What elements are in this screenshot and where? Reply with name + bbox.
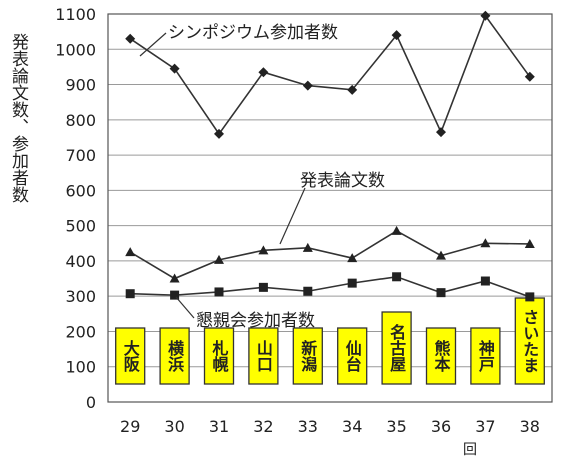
data-point xyxy=(524,71,535,82)
x-tick-label: 33 xyxy=(298,417,318,436)
venue-label: 大阪 xyxy=(121,339,140,373)
data-point xyxy=(347,84,358,95)
data-point xyxy=(524,238,535,248)
y-tick-label: 200 xyxy=(65,322,96,341)
data-point xyxy=(169,273,180,283)
y-tick-label: 900 xyxy=(65,76,96,95)
data-point xyxy=(170,290,180,300)
grid-layer xyxy=(108,48,552,368)
y-axis-label: 発表論文数、参加者数 xyxy=(8,33,29,203)
data-point xyxy=(347,253,358,263)
venue-box xyxy=(337,327,368,385)
venue-label: 神戸 xyxy=(476,339,495,373)
x-tick-label: 30 xyxy=(164,417,184,436)
series-line xyxy=(130,275,531,298)
venue-label: さいたま xyxy=(520,309,539,373)
data-point xyxy=(258,67,269,78)
series-layer xyxy=(125,10,535,302)
data-point xyxy=(258,245,269,255)
data-point xyxy=(436,127,446,138)
series-label: 発表論文数 xyxy=(300,171,385,191)
data-point xyxy=(125,289,135,299)
series-label-leader xyxy=(139,32,167,57)
data-point xyxy=(391,30,402,41)
venue-box xyxy=(292,327,323,385)
series-line xyxy=(129,14,531,136)
data-point xyxy=(436,288,446,298)
data-point xyxy=(525,292,535,302)
data-point xyxy=(436,250,446,260)
series-label: 懇親会参加者数 xyxy=(196,311,315,331)
venue-box xyxy=(514,297,545,385)
data-point xyxy=(480,10,491,21)
data-point xyxy=(214,254,224,264)
venue-box xyxy=(115,327,146,385)
x-tick-label: 32 xyxy=(253,417,273,436)
x-tick-label: 31 xyxy=(209,417,229,436)
venue-layer: 大阪 横浜 札幌 山口 新潟 仙台 名古屋 熊本 神戸 さいたま xyxy=(115,297,545,385)
y-tick-label: 1000 xyxy=(55,40,96,59)
y-tick-label: 400 xyxy=(65,252,96,271)
venue-box xyxy=(203,327,235,385)
series-label: シンポジウム参加者数 xyxy=(168,23,338,43)
data-point xyxy=(302,80,313,91)
venue-box xyxy=(159,327,190,385)
data-point xyxy=(480,276,490,286)
y-tick-label: 800 xyxy=(65,111,96,130)
x-tick-label: 34 xyxy=(342,417,362,436)
x-tick-label: 37 xyxy=(475,417,495,436)
venue-box xyxy=(381,311,412,385)
y-tick-label: 0 xyxy=(86,393,96,412)
series-line xyxy=(129,230,530,280)
y-tick-label: 1100 xyxy=(55,5,96,24)
y-tick-label: 500 xyxy=(65,217,96,236)
x-tick-label: 35 xyxy=(386,417,406,436)
plot-border xyxy=(107,13,553,403)
y-tick-label: 300 xyxy=(65,287,96,306)
x-tick-label: 29 xyxy=(120,417,140,436)
x-axis-label: 回 xyxy=(463,442,477,458)
data-point xyxy=(303,286,313,296)
x-tick-label: 36 xyxy=(431,417,451,436)
data-point xyxy=(391,225,402,235)
venue-box xyxy=(470,327,501,385)
y-tick-label: 600 xyxy=(65,181,96,200)
venue-label: 名古屋 xyxy=(387,323,406,373)
data-point xyxy=(214,287,224,297)
data-point xyxy=(258,282,268,292)
data-point xyxy=(125,33,136,44)
data-point xyxy=(125,247,136,257)
venue-box xyxy=(425,327,457,385)
series-label-leader xyxy=(279,187,306,245)
series-label-leader xyxy=(175,296,195,319)
data-point xyxy=(480,238,491,248)
data-point xyxy=(302,242,313,252)
venue-label: 新潟 xyxy=(298,339,317,373)
data-point xyxy=(214,128,224,139)
venue-box xyxy=(248,327,279,385)
y-tick-label: 100 xyxy=(65,358,96,377)
venue-label: 熊本 xyxy=(432,339,451,373)
data-point xyxy=(347,278,357,288)
axis-layer: 0 100 200 300 400 500 600 700 800 900 1000 1100 29 30… xyxy=(8,5,553,458)
y-tick-label: 700 xyxy=(65,146,96,165)
venue-label: 横浜 xyxy=(165,339,184,373)
venue-label: 仙台 xyxy=(343,339,362,373)
data-point xyxy=(169,63,180,74)
venue-label: 札幌 xyxy=(210,339,230,373)
x-tick-label: 38 xyxy=(520,417,540,436)
venue-label: 山口 xyxy=(254,340,273,372)
data-point xyxy=(392,272,402,282)
